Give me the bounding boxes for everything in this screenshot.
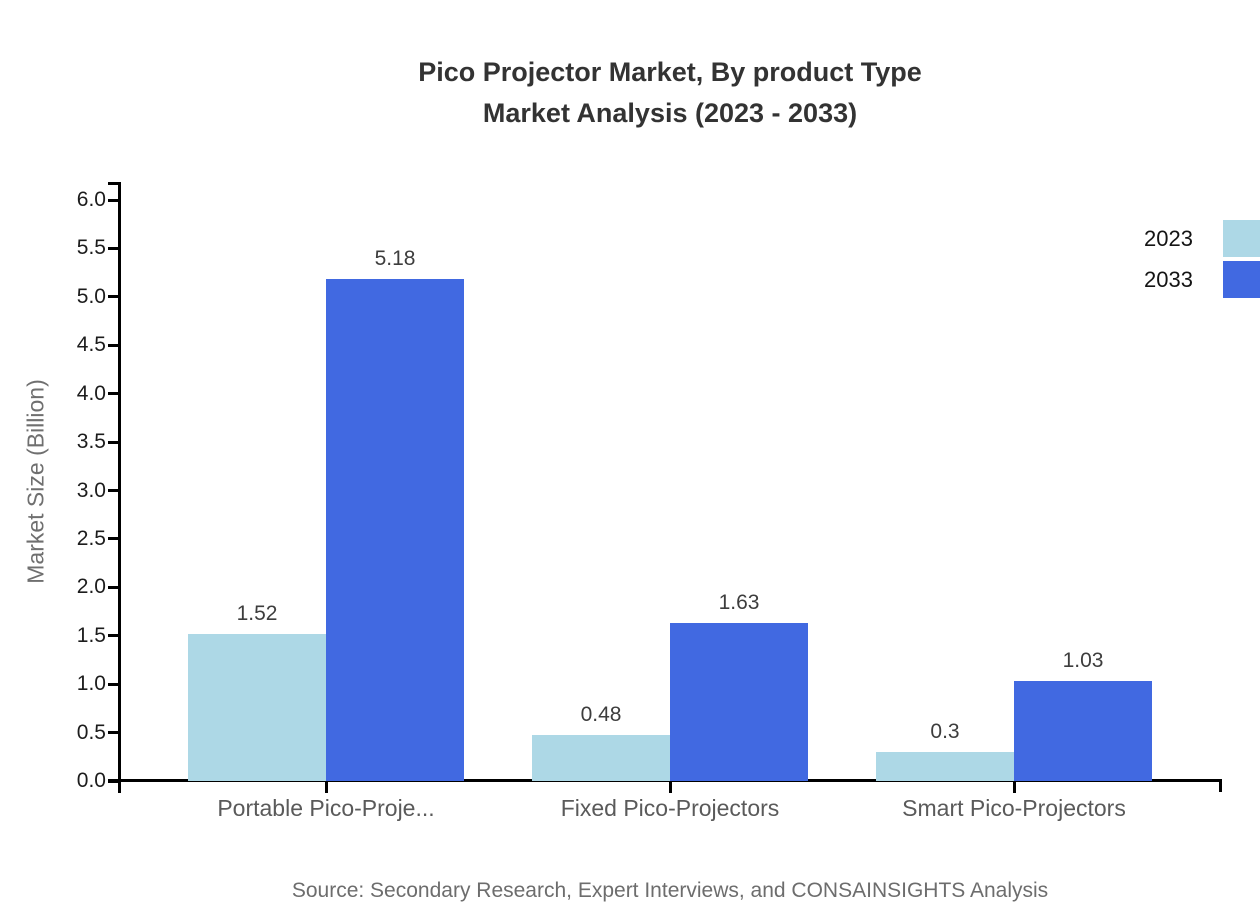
y-axis-top-cap [108,182,121,185]
chart-title: Pico Projector Market, By product Type M… [90,52,1250,134]
y-axis-tick-label: 3.5 [76,430,106,454]
y-axis-tick-label: 0.0 [76,769,106,792]
legend-label-2023: 2023 [1144,226,1193,251]
y-axis-tick [108,731,120,735]
y-axis-tick-label: 2.0 [76,575,106,599]
category-label-2: Fixed Pico-Projectors [560,795,780,821]
x-axis-tick [1012,781,1016,793]
y-axis-tick-label: 4.0 [76,381,106,405]
y-axis-tick [108,537,120,541]
y-axis-tick [108,585,120,589]
legend-label-2033: 2033 [1144,267,1193,292]
y-axis-tick-label: 5.0 [76,284,106,308]
y-axis-tick-label: 1.0 [76,672,106,696]
bar-2023-3 [876,751,1014,781]
legend-swatch-2023 [1223,220,1260,257]
x-axis-tick [324,781,328,793]
y-axis-tick [108,682,120,686]
y-axis-tick [108,779,120,783]
y-axis-tick [108,489,120,492]
category-label-3: Smart Pico-Projectors [902,795,1126,821]
legend-item-2033: 2033 [1000,261,1260,298]
bar-2023-2 [532,734,670,781]
bar-value-label: 1.52 [236,601,278,625]
chart-title-line2: Market Analysis (2023 - 2033) [482,98,858,128]
bar-value-label: 5.18 [374,247,416,271]
bar-2033-3 [1014,681,1152,781]
y-axis-tick-label: 4.5 [76,333,106,357]
bar-value-label: 0.3 [930,719,960,743]
y-axis-tick [108,198,120,202]
y-axis-tick [108,440,120,444]
category-label-1: Portable Pico-Proje... [217,795,435,821]
bar-2033-1 [326,279,464,781]
source-note: Source: Secondary Research, Expert Inter… [291,879,1049,902]
bar-value-label: 1.63 [718,591,760,615]
y-axis-tick [108,392,120,396]
y-axis-tick-label: 1.5 [76,623,106,647]
y-axis-tick-label: 2.5 [76,526,106,550]
x-axis-tick [668,781,672,793]
y-axis-tick [108,343,120,347]
bar-2023-1 [188,633,326,781]
bar-2033-2 [670,623,808,781]
bar-value-label: 0.48 [580,702,622,726]
bar-value-label: 1.03 [1062,649,1104,673]
x-axis-right-cap [1219,779,1222,792]
y-axis-line [118,182,121,793]
y-axis-tick-label: 6.0 [76,188,106,211]
y-axis-tick [108,246,120,250]
legend-swatch-2033 [1223,261,1260,298]
legend-item-2023: 2023 [1000,220,1260,257]
y-axis-tick-label: 5.5 [76,236,106,260]
y-axis-tick-label: 0.5 [76,720,106,744]
y-axis-tick [108,634,120,638]
y-axis-tick [108,295,120,299]
y-axis-tick-label: 3.0 [76,478,106,502]
chart-title-line1: Pico Projector Market, By product Type [418,57,922,87]
